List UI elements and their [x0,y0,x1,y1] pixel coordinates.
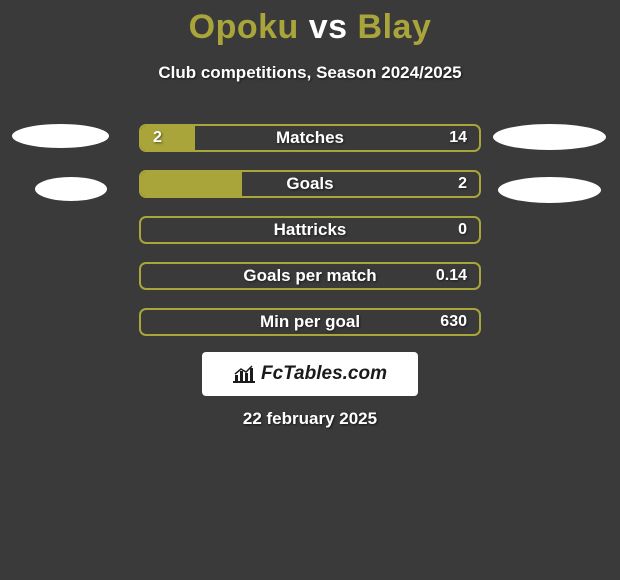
player2-name: Blay [358,8,432,46]
stat-left-value: 2 [153,129,162,147]
stat-bar-row: Hattricks 0 [139,216,481,244]
chart-subtitle: Club competitions, Season 2024/2025 [0,63,620,83]
stat-label: Matches [276,128,344,148]
watermark: FcTables.com [202,352,418,396]
stat-right-value: 14 [449,129,467,147]
avatar-ellipse [12,124,109,148]
chart-title: Opoku vs Blay [0,8,620,47]
stat-right-value: 0.14 [436,267,467,285]
stat-right-value: 2 [458,175,467,193]
stat-bar-fill [141,126,195,150]
stat-right-value: 0 [458,221,467,239]
chart-date: 22 february 2025 [0,409,620,429]
stat-bar-row: 2 Matches 14 [139,124,481,152]
avatar-ellipse [35,177,107,201]
title-vs: vs [309,8,348,46]
stat-label: Goals per match [243,266,376,286]
watermark-text: FcTables.com [261,363,387,385]
stat-label: Hattricks [274,220,347,240]
avatar-ellipse [493,124,606,150]
comparison-chart: Opoku vs Blay Club competitions, Season … [0,0,620,580]
stat-bar-fill [141,172,242,196]
chart-icon [233,365,255,383]
stat-right-value: 630 [440,313,467,331]
stat-bar-row: Min per goal 630 [139,308,481,336]
stat-label: Min per goal [260,312,360,332]
stat-bar-row: Goals 2 [139,170,481,198]
player1-name: Opoku [189,8,299,46]
stat-label: Goals [286,174,333,194]
avatar-ellipse [498,177,601,203]
stat-bar-row: Goals per match 0.14 [139,262,481,290]
